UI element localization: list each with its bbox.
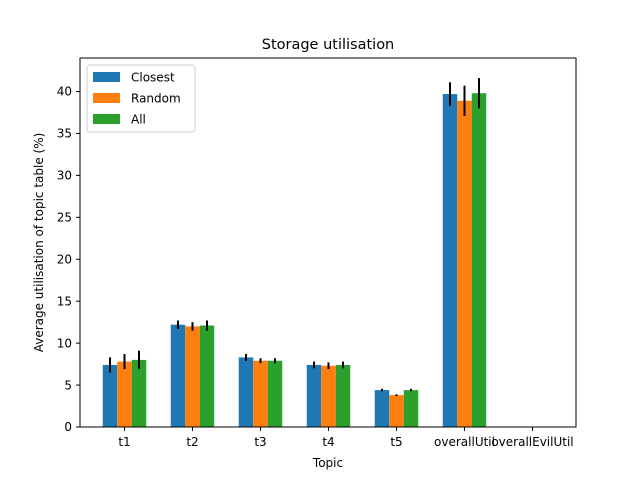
legend-swatch xyxy=(93,93,120,103)
bar xyxy=(185,326,200,427)
bar xyxy=(306,364,322,427)
legend-swatch xyxy=(93,72,120,82)
y-tick-label: 20 xyxy=(57,252,72,266)
bar xyxy=(102,364,118,427)
bar xyxy=(374,390,390,427)
bar xyxy=(457,100,472,428)
series-all xyxy=(131,78,487,427)
bar xyxy=(131,359,147,427)
x-tick-label: t4 xyxy=(322,435,334,449)
y-tick-label: 0 xyxy=(64,420,72,434)
x-axis-label: Topic xyxy=(312,456,343,470)
bar xyxy=(267,360,283,427)
y-axis-label: Average utilisation of topic table (%) xyxy=(32,133,46,353)
bar xyxy=(389,395,404,427)
x-tick-label: t5 xyxy=(390,435,402,449)
x-tick-label: overallEvilUtil xyxy=(491,435,573,449)
bar xyxy=(170,324,186,427)
bar xyxy=(253,360,268,427)
y-tick-label: 15 xyxy=(57,294,72,308)
bar xyxy=(199,325,215,427)
legend-swatch xyxy=(93,114,120,124)
legend-label: All xyxy=(131,113,146,127)
bar xyxy=(117,361,132,427)
x-tick-label: t1 xyxy=(118,435,130,449)
legend: Closest Random All xyxy=(86,64,196,133)
legend-label: Closest xyxy=(131,71,175,85)
series-random xyxy=(117,85,472,428)
x-tick-label: t2 xyxy=(186,435,198,449)
y-tick-label: 25 xyxy=(57,211,72,225)
bar xyxy=(321,365,336,427)
bar xyxy=(471,93,487,427)
y-tick-label: 10 xyxy=(57,336,72,350)
bar xyxy=(442,94,458,427)
y-tick-label: 35 xyxy=(57,127,72,141)
series-closest xyxy=(102,82,458,427)
x-tick-label: t3 xyxy=(254,435,266,449)
x-tick-label: overallUtil xyxy=(434,435,495,449)
y-tick-label: 5 xyxy=(64,378,72,392)
bar xyxy=(335,364,351,427)
bar xyxy=(403,390,419,427)
y-tick-label: 40 xyxy=(57,85,72,99)
legend-label: Random xyxy=(131,92,181,106)
chart-title: Storage utilisation xyxy=(262,37,395,53)
plot-area: 0 5 10 15 20 25 30 35 40 t1 t2 t3 t4 t5 overallUtilove… xyxy=(57,57,577,449)
bar xyxy=(238,357,254,427)
y-tick-label: 30 xyxy=(57,169,72,183)
